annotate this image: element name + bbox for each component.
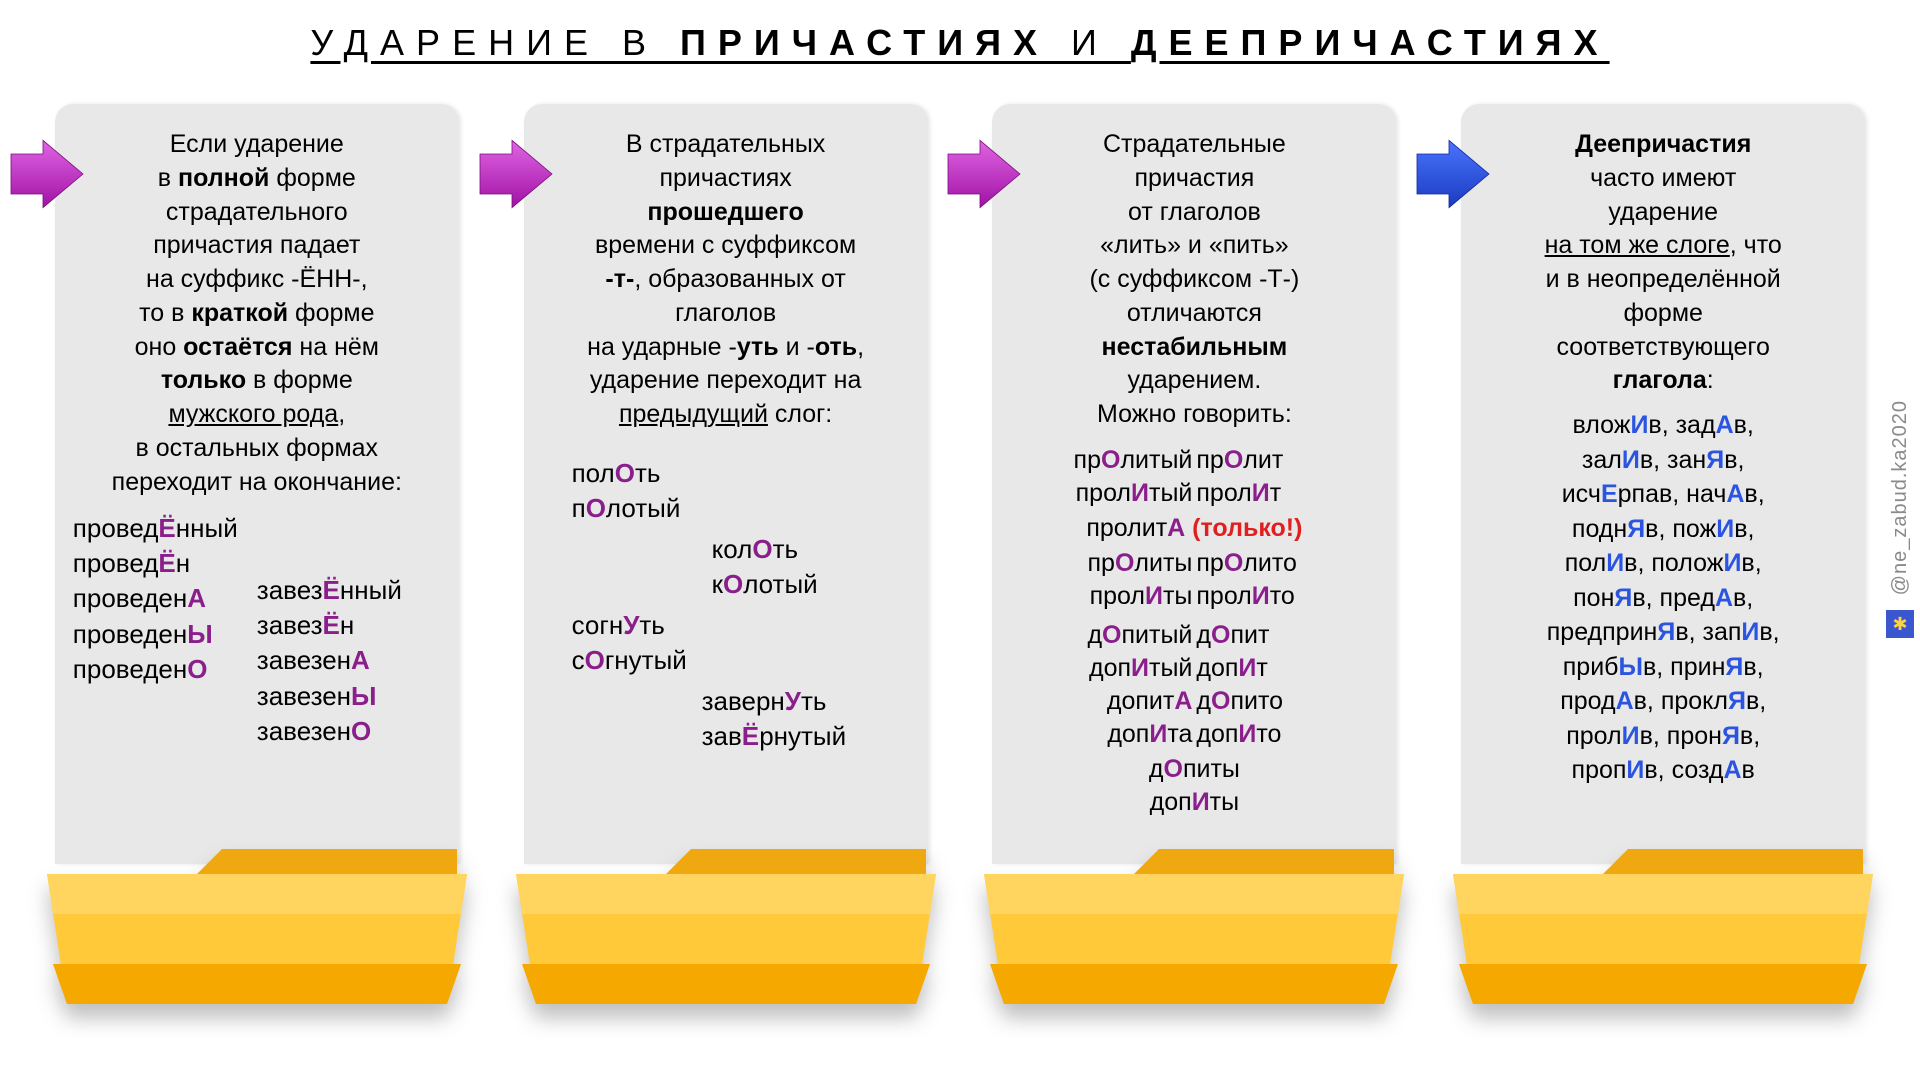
example-word: пОлотый [572, 491, 910, 526]
example-word: прОлитый [1010, 444, 1192, 477]
example-word: завезЁн [257, 608, 441, 643]
example-word: прОлито [1196, 547, 1378, 580]
example-word: пролИто [1196, 580, 1378, 613]
example-word: дОпитый [1010, 619, 1192, 652]
arrow-icon [1413, 134, 1493, 214]
example-word: согнУть [572, 608, 910, 643]
rule-text: В страдательныхпричастияхпрошедшеговреме… [542, 128, 910, 432]
watermark: @ne_zabud.ka2020 [1889, 400, 1912, 595]
example-word: сОгнутый [572, 643, 910, 678]
example-word: допИтый [1010, 652, 1192, 685]
rule-text: Страдательныепричастияот глаголов«лить» … [1010, 128, 1378, 432]
example-word: пролИты [1010, 580, 1192, 613]
examples-1: проведЁнныйпроведЁнпроведенАпроведенЫпро… [73, 511, 441, 748]
example-word: проведенА [73, 581, 257, 616]
example-line: залИв, занЯв, [1479, 443, 1847, 478]
example-word: дОпит [1196, 619, 1378, 652]
rule-text: Если ударениев полной форместрадательног… [73, 128, 441, 499]
title-b2: ДЕЕПРИЧАСТИЯХ [1131, 22, 1610, 63]
example-word: допИто [1196, 718, 1378, 751]
folder-icon [506, 834, 946, 1014]
example-word: пролИтый [1010, 477, 1192, 510]
example-line: понЯв, предАв, [1479, 581, 1847, 616]
card-1: Если ударениев полной форместрадательног… [37, 104, 477, 1014]
examples-3: прОлитыйпролИтыйпрОлитпролИт пролитА (то… [1010, 444, 1378, 819]
example-word: завезенЫ [257, 679, 441, 714]
example-word: завезенО [257, 714, 441, 749]
arrow-icon [476, 134, 556, 214]
cards-row: Если ударениев полной форместрадательног… [0, 74, 1920, 1014]
example-word: пролИт [1196, 477, 1378, 510]
example-line: прибЫв, принЯв, [1479, 650, 1847, 685]
examples-2: полОтьпОлотый колОтькОлотый согнУтьсОгнуты… [542, 456, 910, 755]
logo-icon: ✱ [1886, 610, 1914, 638]
example-line: пролИв, пронЯв, [1479, 719, 1847, 754]
example-word: завезенА [257, 643, 441, 678]
example-word: проведЁн [73, 546, 257, 581]
example-word: полОть [572, 456, 910, 491]
example-line: пропИв, создАв [1479, 753, 1847, 788]
arrow-icon [944, 134, 1024, 214]
examples-4: вложИв, задАв,залИв, занЯв,исчЕрпав, нач… [1479, 408, 1847, 788]
example-line: продАв, проклЯв, [1479, 684, 1847, 719]
card-3: Страдательныепричастияот глаголов«лить» … [974, 104, 1414, 1014]
example-line: вложИв, задАв, [1479, 408, 1847, 443]
example-word: допИта [1010, 718, 1192, 751]
title-pre: УДАРЕНИЕ В [310, 22, 680, 63]
folder-icon [1443, 834, 1883, 1014]
example-word: прОлиты [1010, 547, 1192, 580]
example-word: дОпиты [1010, 753, 1378, 786]
example-line: полИв, положИв, [1479, 546, 1847, 581]
example-word: допитА [1010, 685, 1192, 718]
example-word: прОлит [1196, 444, 1378, 477]
example-word: дОпито [1196, 685, 1378, 718]
example-line: исчЕрпав, начАв, [1479, 477, 1847, 512]
example-line: предпринЯв, запИв, [1479, 615, 1847, 650]
example-word: допИты [1010, 786, 1378, 819]
example-word: завезЁнный [257, 573, 441, 608]
folder-icon [37, 834, 477, 1014]
example-word: кОлотый [712, 567, 910, 602]
example-word: проведенЫ [73, 617, 257, 652]
card-2: В страдательныхпричастияхпрошедшеговреме… [506, 104, 946, 1014]
page-title: УДАРЕНИЕ В ПРИЧАСТИЯХ И ДЕЕПРИЧАСТИЯХ [0, 0, 1920, 74]
example-word: завернУть [702, 684, 910, 719]
example-line: поднЯв, пожИв, [1479, 512, 1847, 547]
title-b1: ПРИЧАСТИЯХ [680, 22, 1049, 63]
example-word: колОть [712, 532, 910, 567]
folder-icon [974, 834, 1414, 1014]
example-word: проведЁнный [73, 511, 257, 546]
example-word: пролитА (только!) [1086, 514, 1302, 542]
example-word: допИт [1196, 652, 1378, 685]
rule-text: Деепричастиячасто имеютударениена том же… [1479, 128, 1847, 398]
title-mid: И [1049, 22, 1131, 63]
arrow-icon [7, 134, 87, 214]
card-4: Деепричастиячасто имеютударениена том же… [1443, 104, 1883, 1014]
example-word: проведенО [73, 652, 257, 687]
example-word: завЁрнутый [702, 719, 910, 754]
